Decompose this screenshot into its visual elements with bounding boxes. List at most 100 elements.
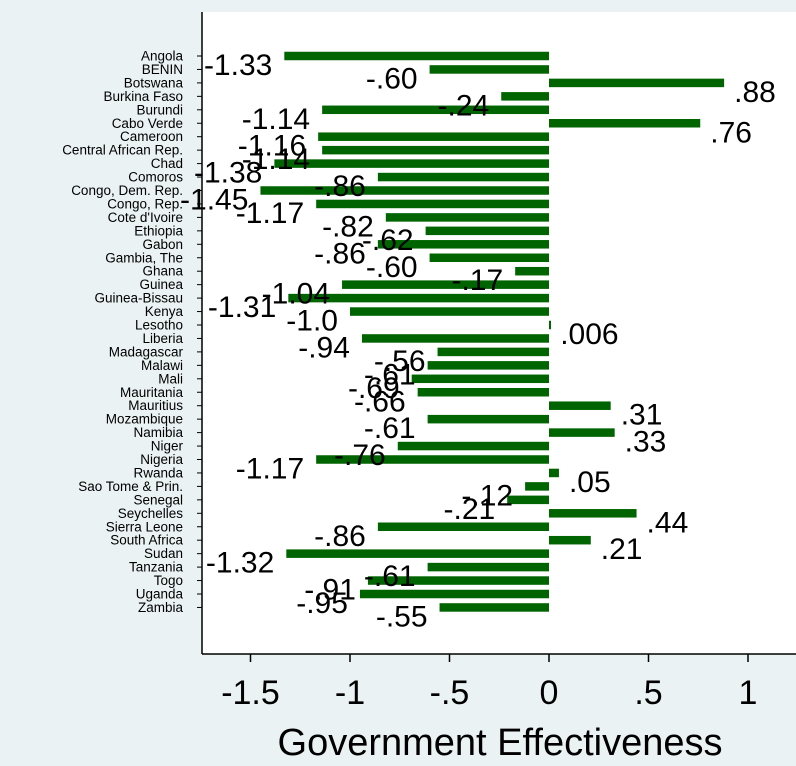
x-tick-label: -1	[335, 674, 365, 712]
category-label: Mauritania	[120, 385, 184, 400]
category-label: Cote d'Ivoire	[108, 210, 183, 225]
x-axis-ticks: -1.5 -1 -.5 0 .5 1	[221, 654, 757, 712]
category-label: Congo, Dem. Rep.	[71, 183, 183, 198]
value-label: -.66	[354, 385, 406, 418]
bar	[411, 374, 549, 384]
bar	[549, 119, 701, 128]
bar	[359, 589, 549, 599]
bar	[377, 172, 549, 182]
value-label: -.62	[362, 224, 414, 257]
bar	[318, 132, 549, 141]
bar	[437, 347, 549, 357]
value-label: -.60	[366, 251, 418, 284]
category-label: Zambia	[138, 600, 184, 615]
value-label: .88	[734, 76, 776, 109]
category-label: Ethiopia	[134, 223, 183, 238]
x-tick-label: .5	[634, 674, 662, 712]
x-tick-label: 1	[739, 674, 758, 712]
category-label: Mali	[158, 371, 183, 386]
value-label: -1.14	[242, 143, 310, 176]
bar	[549, 468, 559, 478]
category-label: Liberia	[142, 331, 183, 346]
value-label: -.55	[376, 600, 428, 633]
value-label: -1.38	[194, 157, 262, 190]
bar	[549, 78, 725, 88]
value-label: -.86	[314, 170, 366, 203]
category-label: Togo	[154, 573, 183, 588]
value-label: -.17	[451, 264, 503, 297]
value-label: -.91	[304, 574, 356, 607]
category-label: Botswana	[124, 75, 184, 90]
category-label: Angola	[141, 49, 184, 64]
value-label: .21	[601, 533, 643, 566]
bar	[427, 361, 549, 370]
category-label: Tanzania	[129, 560, 184, 575]
category-label: Central African Rep.	[62, 143, 183, 158]
category-label: Seychelles	[118, 506, 184, 521]
bar	[316, 455, 549, 464]
category-label: Uganda	[136, 587, 184, 602]
category-label: Nigeria	[140, 452, 183, 467]
category-label: BENIN	[142, 62, 183, 77]
category-label: Sudan	[144, 546, 183, 561]
value-label: -1.17	[236, 453, 304, 486]
bar	[342, 280, 549, 289]
value-label: -1.0	[286, 305, 338, 338]
value-label: .76	[710, 116, 752, 149]
x-tick-label: -1.5	[221, 674, 280, 712]
category-label: Rwanda	[133, 465, 183, 480]
bar	[549, 320, 551, 330]
bar	[397, 441, 549, 451]
category-label: Namibia	[133, 425, 183, 440]
bar	[367, 576, 549, 585]
category-label: Senegal	[133, 492, 183, 507]
bar	[515, 266, 549, 276]
value-label: -.60	[366, 62, 418, 95]
bar	[429, 253, 549, 262]
value-label: -.56	[374, 345, 426, 378]
value-label: -1.31	[208, 291, 276, 324]
category-label: Guinea-Bissau	[94, 291, 183, 306]
bar	[286, 549, 549, 558]
category-label: Mozambique	[106, 412, 183, 427]
value-label: -1.04	[262, 278, 330, 311]
value-label: -.94	[298, 331, 350, 364]
value-label: -1.32	[206, 547, 274, 580]
value-label: -.61	[364, 560, 416, 593]
category-label: South Africa	[110, 533, 183, 548]
category-label: Sierra Leone	[106, 519, 183, 534]
category-label: Lesotho	[135, 318, 183, 333]
bar	[274, 159, 549, 168]
value-label: -.82	[322, 210, 374, 243]
category-label: Gambia, The	[105, 250, 183, 265]
x-tick-label: -.5	[430, 674, 470, 712]
bar	[377, 240, 549, 249]
bar	[549, 401, 611, 410]
bar	[549, 428, 615, 437]
value-label: -1.17	[236, 197, 304, 230]
bar	[427, 562, 549, 572]
value-label: -.61	[364, 412, 416, 445]
bar	[260, 186, 549, 195]
bar	[316, 199, 549, 209]
value-label: -.86	[314, 520, 366, 553]
bar	[429, 65, 549, 74]
category-label: Mauritius	[128, 398, 183, 413]
category-label: Gabon	[142, 237, 183, 252]
value-label: .31	[621, 399, 663, 432]
value-label: -.61	[364, 358, 416, 391]
x-axis-title: Government Effectiveness	[278, 722, 723, 764]
value-label: -.76	[334, 439, 386, 472]
value-label: -.69	[348, 372, 400, 405]
value-label: -.21	[444, 493, 496, 526]
category-label: Madagascar	[109, 344, 184, 359]
category-label: Malawi	[141, 358, 183, 373]
category-label: Cabo Verde	[112, 116, 183, 131]
bar	[549, 535, 591, 545]
bar	[417, 388, 549, 397]
value-label: -.24	[438, 89, 490, 122]
bar	[322, 105, 549, 115]
category-label: Cameroon	[120, 129, 183, 144]
